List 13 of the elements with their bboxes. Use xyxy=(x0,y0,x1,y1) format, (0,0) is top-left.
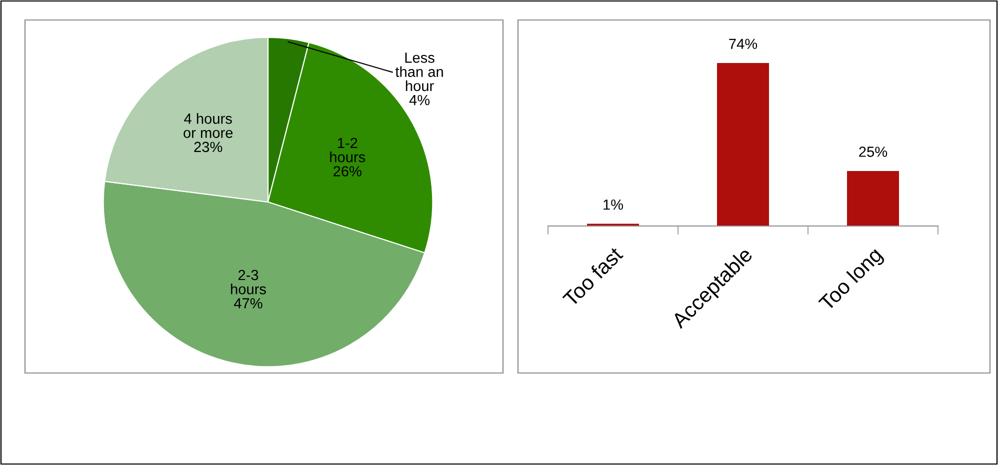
data-label: 23% xyxy=(194,142,222,152)
slice-label: 2-3 hours xyxy=(231,270,266,294)
slice-label: 4 hours or more xyxy=(184,113,233,138)
data-label: 26% xyxy=(334,166,362,176)
data-label: 4% xyxy=(409,94,430,106)
slice-label: 1-2 hours xyxy=(330,138,366,162)
data-label: 74% xyxy=(729,38,758,49)
x-tick-label: Too fast xyxy=(562,246,624,308)
data-label: 1% xyxy=(604,200,624,210)
x-tick-label: Too long xyxy=(818,246,886,315)
data-label: 47% xyxy=(234,298,262,308)
data-label: 25% xyxy=(859,146,888,157)
slice-label: Less than an hour xyxy=(395,52,443,92)
